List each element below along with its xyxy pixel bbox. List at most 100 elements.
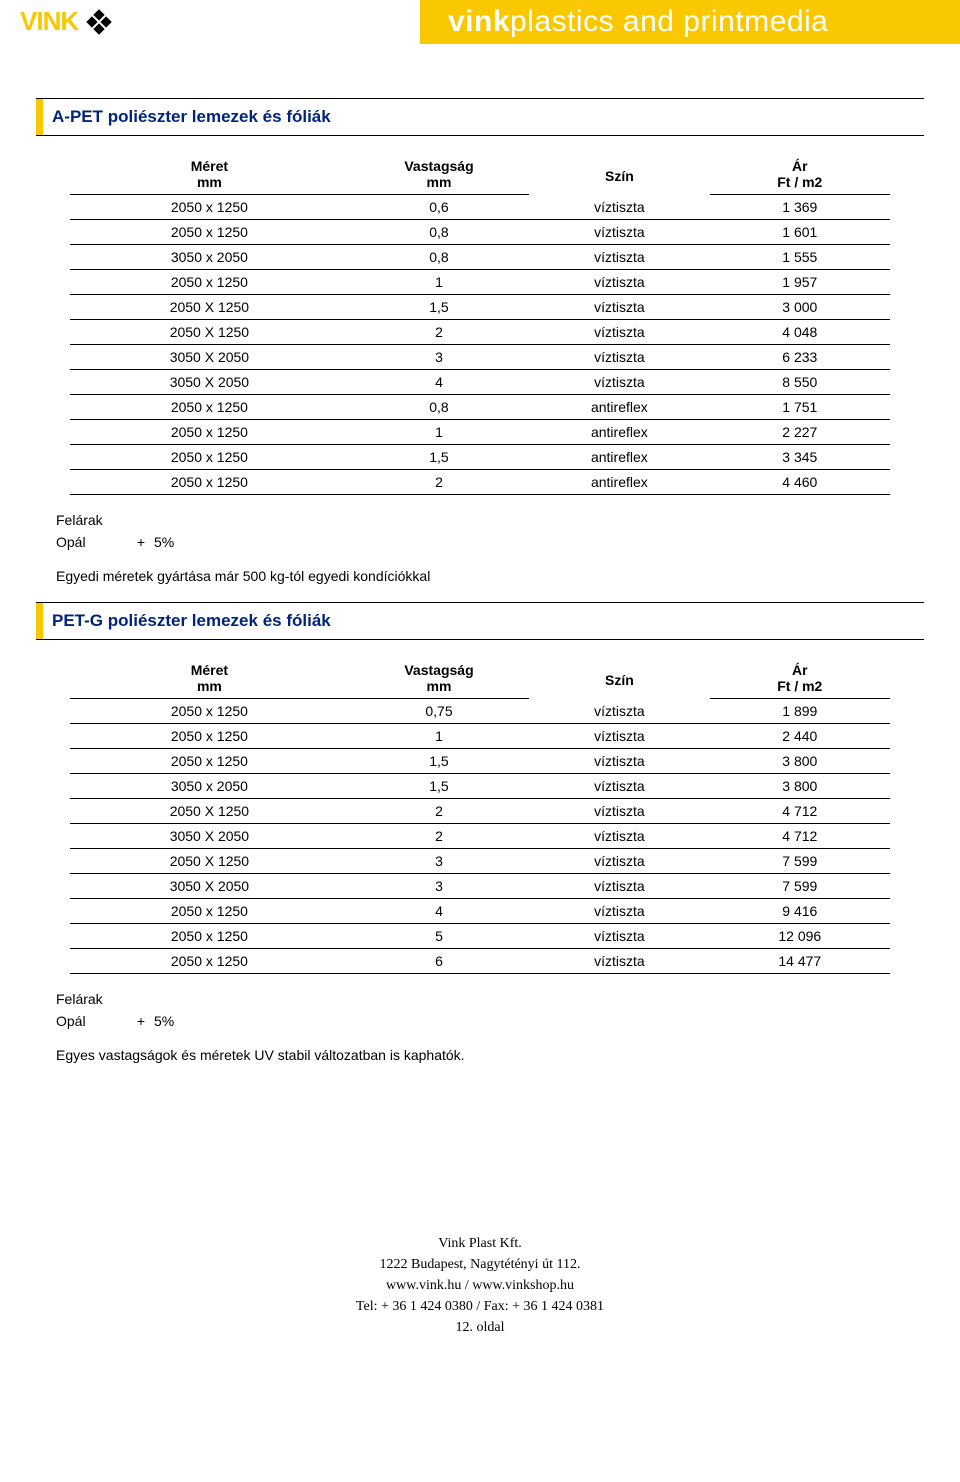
section2-title: PET-G poliészter lemezek és fóliák [52, 611, 331, 631]
cell-color: víztiszta [529, 295, 709, 320]
cell-color: víztiszta [529, 923, 709, 948]
table-row: 2050 x 12501,5víztiszta3 800 [70, 748, 890, 773]
th-thick-2: mm [349, 174, 529, 195]
th-price-2: Ft / m2 [710, 678, 890, 699]
cell-thick: 0,8 [349, 395, 529, 420]
cell-price: 1 957 [710, 270, 890, 295]
cell-color: víztiszta [529, 848, 709, 873]
cell-color: antireflex [529, 445, 709, 470]
cell-price: 2 227 [710, 420, 890, 445]
table-row: 2050 x 12500,6víztiszta1 369 [70, 195, 890, 220]
table-head: Méret Vastagság Szín Ár mm mm Ft / m2 [70, 154, 890, 195]
section1-note: Egyedi méretek gyártása már 500 kg-tól e… [56, 568, 924, 584]
cell-thick: 1,5 [349, 773, 529, 798]
table-head: Méret Vastagság Szín Ár mm mm Ft / m2 [70, 658, 890, 699]
footer-line1: Vink Plast Kft. [36, 1233, 924, 1254]
cell-color: antireflex [529, 420, 709, 445]
cell-price: 12 096 [710, 923, 890, 948]
surcharge-label: Opál [56, 531, 128, 553]
banner-text: vinkplastics and printmedia [448, 5, 828, 39]
cell-color: víztiszta [529, 345, 709, 370]
table-row: 2050 x 12502antireflex4 460 [70, 470, 890, 495]
cell-thick: 3 [349, 345, 529, 370]
table-row: 3050 x 20501,5víztiszta3 800 [70, 773, 890, 798]
cell-thick: 1 [349, 270, 529, 295]
cell-color: víztiszta [529, 245, 709, 270]
accent-bar [36, 603, 43, 639]
cell-price: 1 601 [710, 220, 890, 245]
cell-color: víztiszta [529, 270, 709, 295]
cell-size: 2050 x 1250 [70, 220, 349, 245]
page-footer: Vink Plast Kft. 1222 Budapest, Nagytétén… [36, 1233, 924, 1338]
footer-line3: www.vink.hu / www.vinkshop.hu [36, 1275, 924, 1296]
cell-size: 2050 x 1250 [70, 445, 349, 470]
footer-line5: 12. oldal [36, 1317, 924, 1338]
section2-titlebar: PET-G poliészter lemezek és fóliák [36, 602, 924, 640]
cell-size: 2050 X 1250 [70, 848, 349, 873]
cell-thick: 2 [349, 470, 529, 495]
cell-price: 6 233 [710, 345, 890, 370]
table-row: 2050 x 12500,8víztiszta1 601 [70, 220, 890, 245]
cell-price: 4 460 [710, 470, 890, 495]
table-row: 2050 x 12505víztiszta12 096 [70, 923, 890, 948]
table-row: 2050 x 12500,8antireflex1 751 [70, 395, 890, 420]
cell-price: 1 751 [710, 395, 890, 420]
surcharge-label: Opál [56, 1010, 128, 1032]
cell-color: víztiszta [529, 823, 709, 848]
cell-size: 3050 X 2050 [70, 873, 349, 898]
cell-size: 2050 X 1250 [70, 320, 349, 345]
cell-color: víztiszta [529, 873, 709, 898]
footer-line2: 1222 Budapest, Nagytétényi út 112. [36, 1254, 924, 1275]
cell-price: 3 000 [710, 295, 890, 320]
th-size-1: Méret [70, 154, 349, 174]
table-row: 2050 x 12500,75víztiszta1 899 [70, 698, 890, 723]
cell-thick: 1,5 [349, 295, 529, 320]
table-row: 3050 X 20502víztiszta4 712 [70, 823, 890, 848]
cell-color: víztiszta [529, 195, 709, 220]
cell-price: 1 555 [710, 245, 890, 270]
cell-size: 3050 x 2050 [70, 773, 349, 798]
cell-color: víztiszta [529, 898, 709, 923]
cell-thick: 4 [349, 370, 529, 395]
cell-price: 7 599 [710, 848, 890, 873]
th-thick-2: mm [349, 678, 529, 699]
cell-price: 2 440 [710, 723, 890, 748]
cell-price: 1 899 [710, 698, 890, 723]
table-row: 3050 X 20504víztiszta8 550 [70, 370, 890, 395]
section1-titlebar: A-PET poliészter lemezek és fóliák [36, 98, 924, 136]
cell-thick: 0,6 [349, 195, 529, 220]
cell-color: víztiszta [529, 320, 709, 345]
brand-logo: VINK [20, 6, 114, 37]
cell-price: 4 048 [710, 320, 890, 345]
th-color: Szín [529, 154, 709, 195]
th-price-1: Ár [710, 658, 890, 678]
th-thick-1: Vastagság [349, 154, 529, 174]
cell-price: 1 369 [710, 195, 890, 220]
cell-price: 4 712 [710, 798, 890, 823]
cell-size: 2050 x 1250 [70, 723, 349, 748]
cell-color: víztiszta [529, 773, 709, 798]
table-row: 2050 X 12501,5víztiszta3 000 [70, 295, 890, 320]
cell-thick: 3 [349, 873, 529, 898]
table-row: 3050 x 20500,8víztiszta1 555 [70, 245, 890, 270]
cell-size: 3050 X 2050 [70, 370, 349, 395]
cell-size: 2050 X 1250 [70, 295, 349, 320]
cell-color: víztiszta [529, 698, 709, 723]
cell-thick: 2 [349, 798, 529, 823]
section2-table: Méret Vastagság Szín Ár mm mm Ft / m2 20… [70, 658, 890, 974]
cell-thick: 1 [349, 723, 529, 748]
cell-thick: 1,5 [349, 445, 529, 470]
cell-price: 3 345 [710, 445, 890, 470]
cell-color: víztiszta [529, 220, 709, 245]
cell-size: 2050 x 1250 [70, 748, 349, 773]
banner-light: plastics and printmedia [510, 5, 828, 38]
cell-thick: 1,5 [349, 748, 529, 773]
table-row: 2050 x 12504víztiszta9 416 [70, 898, 890, 923]
section1-table: Méret Vastagság Szín Ár mm mm Ft / m2 20… [70, 154, 890, 495]
table-row: 2050 x 12501,5antireflex3 345 [70, 445, 890, 470]
cell-color: víztiszta [529, 798, 709, 823]
accent-bar [36, 99, 43, 135]
banner-bold: vink [448, 5, 510, 38]
cell-size: 3050 X 2050 [70, 345, 349, 370]
cell-size: 2050 x 1250 [70, 195, 349, 220]
